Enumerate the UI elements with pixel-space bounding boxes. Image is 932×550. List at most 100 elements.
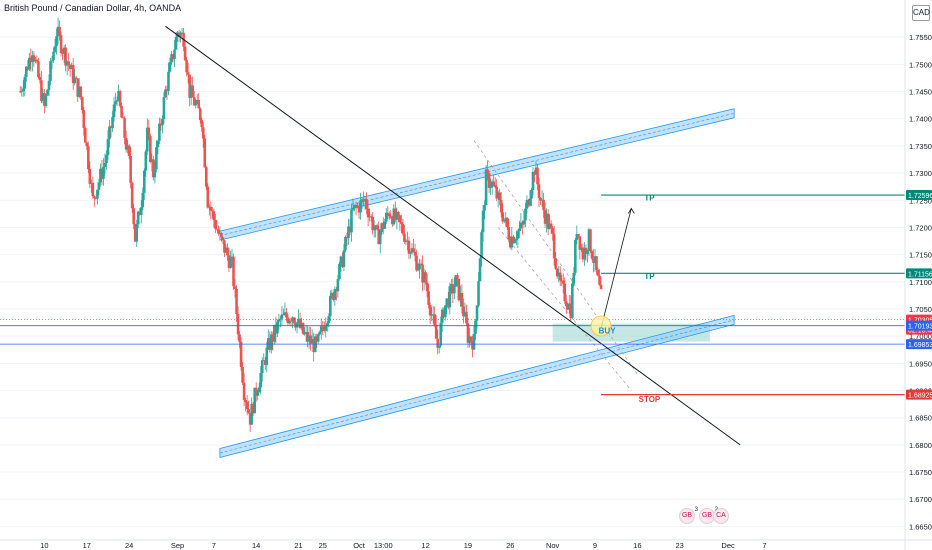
candle-body [518, 228, 521, 232]
candle-body [277, 319, 281, 322]
candle-body [149, 136, 152, 162]
candle-body [516, 231, 520, 239]
candle-body [55, 36, 58, 47]
candle-body [204, 167, 208, 187]
candle-body [156, 140, 160, 148]
candle-body [200, 120, 204, 128]
candle-body [466, 323, 470, 343]
candle-body [70, 64, 73, 70]
candle-body [108, 126, 111, 140]
candle-body [244, 399, 247, 403]
candle-body [257, 387, 261, 393]
candle-body [554, 258, 557, 269]
candle-body [592, 258, 595, 263]
time-tick-label: 19 [464, 541, 472, 550]
candle-body [133, 224, 137, 242]
candle-body [217, 229, 220, 234]
timeframe[interactable]: 4h [134, 3, 145, 13]
price-tick-label: 1.71000 [909, 278, 932, 287]
candle-body [303, 333, 306, 335]
price-tag-upper-horizontal-bg [906, 320, 932, 331]
dashed-guide-line[interactable] [497, 227, 632, 391]
candle-body [434, 324, 438, 339]
economic-event-flag-gb-icon[interactable]: 3 GB [679, 507, 698, 524]
candle-body [223, 240, 226, 253]
candle-body [318, 331, 322, 335]
title-separator: , [129, 3, 135, 13]
candle-body [558, 272, 562, 281]
candlesticks [18, 17, 603, 432]
channel-drawings[interactable] [219, 108, 735, 459]
economic-event-flag-ca-icon[interactable]: CA [713, 508, 729, 524]
candle-body [232, 256, 235, 287]
price-tick-label: 1.68500 [909, 414, 932, 423]
candle-body [502, 219, 506, 222]
candle-body [528, 198, 532, 206]
price-tick-label: 1.68000 [909, 441, 932, 450]
price-tick-label: 1.74500 [909, 88, 932, 97]
candle-body [38, 77, 42, 81]
candle-body [79, 86, 83, 98]
label-tp: TP [644, 193, 655, 202]
time-tick-label: 7 [212, 541, 216, 550]
channel-band-0[interactable] [219, 108, 735, 241]
candle-body [111, 116, 114, 129]
candle-body [347, 226, 350, 239]
time-axis[interactable]: 10 17 24 Sep 7 14 21 25 Oct 13:00 12 19 26 Nov 9 16 23 De… [0, 539, 932, 550]
candle-body [351, 207, 355, 210]
trade-drawings[interactable]: TP TP BUY STOP [0, 25, 905, 446]
candle-body [288, 320, 291, 324]
candle-body [209, 206, 213, 211]
candle-body [454, 275, 458, 287]
candle-body [388, 213, 391, 217]
trendline[interactable] [165, 25, 741, 446]
candle-body [598, 275, 601, 285]
candle-body [354, 204, 358, 207]
candle-body [59, 35, 63, 54]
candle-body [20, 90, 24, 92]
candle-body [177, 32, 181, 37]
candle-body [280, 314, 284, 319]
candle-body [338, 263, 341, 280]
candle-body [471, 341, 474, 350]
candle-body [332, 293, 335, 300]
candle-body [344, 237, 347, 251]
candle-body [501, 212, 505, 222]
candle-body [413, 251, 417, 256]
currency-badge[interactable]: CAD [912, 5, 930, 21]
price-axis[interactable]: 1.75500 1.75000 1.74500 1.74000 1.73500 1.730… [904, 0, 932, 550]
candle-body [539, 197, 542, 201]
candle-body [345, 237, 349, 239]
candle-body [130, 182, 134, 209]
candle-body [437, 345, 441, 348]
price-tick-label: 1.72500 [909, 196, 932, 205]
candle-body [100, 168, 104, 179]
candle-body [545, 213, 548, 224]
entry-circle[interactable] [590, 315, 612, 337]
candle-body [421, 264, 424, 283]
candle-body [394, 208, 397, 220]
candle-body [428, 304, 432, 316]
candle-body [155, 147, 158, 170]
candle-body [424, 272, 427, 283]
price-tick-label: 1.73000 [909, 169, 932, 178]
candle-body [431, 314, 435, 316]
projection-arrow-line[interactable] [600, 208, 632, 329]
time-tick-label: 26 [506, 541, 514, 550]
candle-body [263, 360, 267, 365]
candle-body [233, 286, 237, 290]
candle-body [80, 97, 84, 111]
time-tick-label: Nov [546, 541, 560, 550]
candle-body [250, 403, 253, 425]
candle-body [91, 182, 95, 197]
candle-body [248, 412, 252, 425]
candle-body [127, 145, 131, 156]
candle-body [173, 49, 176, 60]
price-tick-label: 1.74000 [909, 115, 932, 124]
candle-body [283, 312, 287, 315]
candle-body [383, 221, 387, 229]
candle-body [450, 284, 453, 287]
candle-body [443, 305, 447, 318]
candle-body [333, 289, 337, 300]
